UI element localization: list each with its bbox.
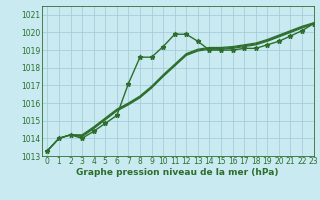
- X-axis label: Graphe pression niveau de la mer (hPa): Graphe pression niveau de la mer (hPa): [76, 168, 279, 177]
